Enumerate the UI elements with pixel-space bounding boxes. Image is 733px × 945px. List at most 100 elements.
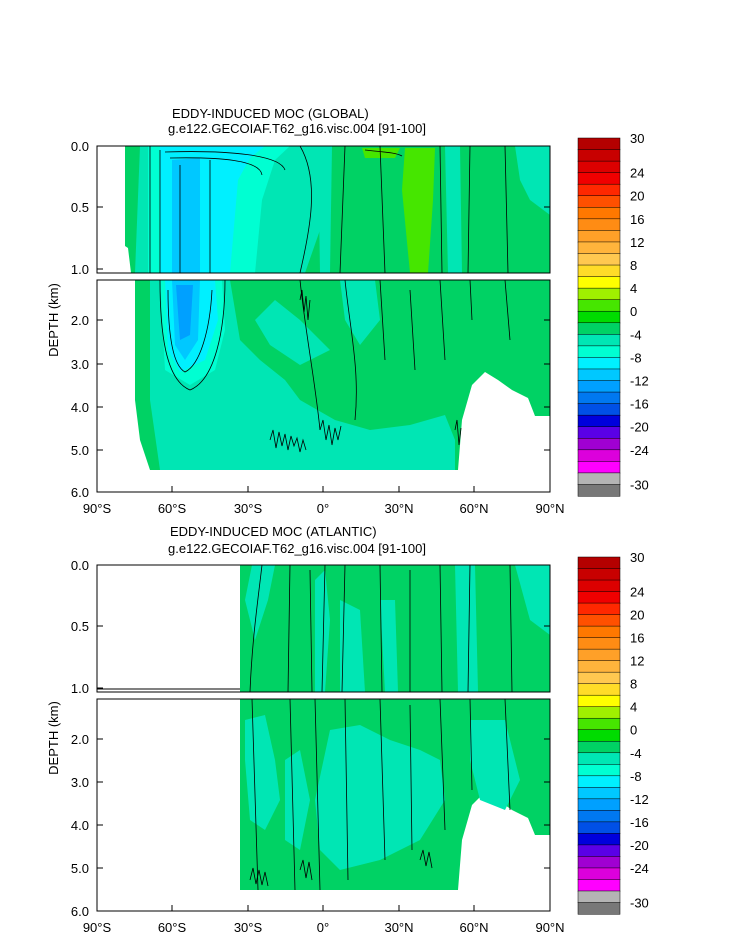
colorbar-global-swatch [577,160,621,174]
colorbar-global-swatch [577,357,621,370]
global-lower-neg-region-3 [340,280,380,345]
colorbar-atlantic-swatch [577,741,621,754]
colorbar-atlantic-swatch [577,556,621,570]
colorbar-atlantic-label: -12 [630,792,649,807]
global-ytick-2: 2.0 [71,313,89,328]
colorbar-atlantic-label: 16 [630,631,644,646]
atlantic-upper-neg-4 [455,565,478,692]
colorbar-atlantic-swatch [577,890,621,904]
colorbar-global-swatch [577,310,621,324]
atlantic-ytick-5: 5.0 [71,861,89,876]
atlantic-ytick-6: 6.0 [71,904,89,919]
global-xtick-60n: 60°N [459,501,488,516]
colorbar-global-label: 24 [630,166,644,181]
atlantic-upper-neg-3 [340,600,365,692]
global-upper-frame [96,145,551,274]
colorbar-atlantic: 30 24 20 16 12 8 4 0 -4 -8 -12 -16 -20 -24 -30 [577,550,649,915]
global-xtick-30s: 30°S [234,501,263,516]
global-subtitle: g.e122.GECOIAF.T62_g16.visc.004 [91-100] [168,121,426,136]
colorbar-global-swatch [577,368,621,382]
colorbar-atlantic-swatch [577,648,621,662]
colorbar-global-swatch [577,264,621,278]
colorbar-atlantic-label: 4 [630,700,637,715]
atlantic-xtick-60s: 60°S [158,920,187,935]
atlantic-ytick-2: 2.0 [71,732,89,747]
colorbar-global-swatch [577,461,621,474]
colorbar-global-swatch [577,403,621,416]
colorbar-global-swatch [577,380,621,393]
atlantic-upper-field [97,565,550,692]
colorbar-global-swatch [577,230,621,243]
global-ytick-1: 1.0 [71,262,89,277]
colorbar-atlantic-label: -4 [630,746,642,761]
colorbar-atlantic-swatch [577,717,621,731]
colorbar-atlantic-swatch [577,637,621,650]
colorbar-global-label: -20 [630,420,649,435]
colorbar-global-label: -30 [630,478,649,493]
colorbar-global-label: 20 [630,189,644,204]
global-ytick-5: 5.0 [71,443,89,458]
atlantic-xtick-0: 0° [317,920,329,935]
colorbar-atlantic-label: 30 [630,550,644,565]
atlantic-title: EDDY-INDUCED MOC (ATLANTIC) [170,524,377,539]
colorbar-atlantic-label: 0 [630,723,637,738]
atlantic-tick-marks [97,625,550,911]
atlantic-upper-contour [249,565,513,692]
colorbar-global-label: 16 [630,212,644,227]
colorbar-atlantic-label: 8 [630,677,637,692]
colorbar-atlantic-swatch [577,614,621,627]
atlantic-lower-contour [251,699,511,891]
colorbar-global-swatch [577,322,621,335]
global-xtick-90s: 90°S [83,501,112,516]
colorbar-atlantic-swatch [577,902,621,915]
atlantic-ytick-0: 0.0 [71,558,89,573]
colorbar-atlantic-swatch [577,833,621,846]
global-upper-neg-east [445,146,462,273]
global-ytick-4: 4.0 [71,400,89,415]
atlantic-ytick-1: 1.0 [71,681,89,696]
global-upper-neg-east-2 [515,146,550,215]
global-tick-marks [97,206,550,492]
colorbar-global-swatch [577,472,621,485]
global-upper-contour-2 [164,149,403,176]
colorbar-global-swatch [577,391,621,405]
colorbar-atlantic-swatch [577,706,621,719]
colorbar-atlantic-label: 12 [630,654,644,669]
colorbar-atlantic-swatch [577,671,621,685]
colorbar-atlantic-swatch [577,660,621,673]
atlantic-upper-neg-2 [315,570,330,692]
global-xtick-30n: 30°N [384,501,413,516]
global-title: EDDY-INDUCED MOC (GLOBAL) [172,106,369,121]
colorbar-global-swatch [577,449,621,462]
global-ytick-0-5: 0.5 [71,200,89,215]
colorbar-global-swatch [577,414,621,428]
colorbar-atlantic-swatch [577,729,621,742]
colorbar-atlantic-swatch [577,694,621,708]
colorbar-global-swatch [577,334,621,347]
colorbar-atlantic-swatch [577,821,621,834]
colorbar-atlantic-swatch [577,602,621,616]
atlantic-ytick-3: 3.0 [71,775,89,790]
colorbar-global-swatch [577,345,621,358]
atlantic-xtick-90n: 90°N [535,920,564,935]
colorbar-atlantic-swatch [577,775,621,788]
colorbar-global-swatch [577,172,621,185]
atlantic-upper-neg-5 [515,565,550,635]
colorbar-global-swatch [577,299,621,312]
global-ylabel: DEPTH (km) [46,283,61,357]
colorbar-atlantic-label: -30 [630,896,649,911]
colorbar-global: 30 24 20 16 12 8 4 0 -4 -8 -12 -16 -20 -24 -30 [577,131,649,497]
atlantic-subtitle: g.e122.GECOIAF.T62_g16.visc.004 [91-100] [168,541,426,556]
colorbar-global-swatch [577,241,621,255]
global-ytick-3: 3.0 [71,357,89,372]
global-xtick-90n: 90°N [535,501,564,516]
colorbar-global-label: -4 [630,327,642,342]
colorbar-atlantic-swatch [577,591,621,604]
global-lower-core-deep [176,285,193,340]
atlantic-panel: EDDY-INDUCED MOC (ATLANTIC) g.e122.GECOI… [46,524,565,935]
colorbar-global-label: 30 [630,131,644,146]
colorbar-global-label: -16 [630,397,649,412]
colorbar-atlantic-swatch [577,856,621,869]
colorbar-atlantic-swatch [577,844,621,857]
